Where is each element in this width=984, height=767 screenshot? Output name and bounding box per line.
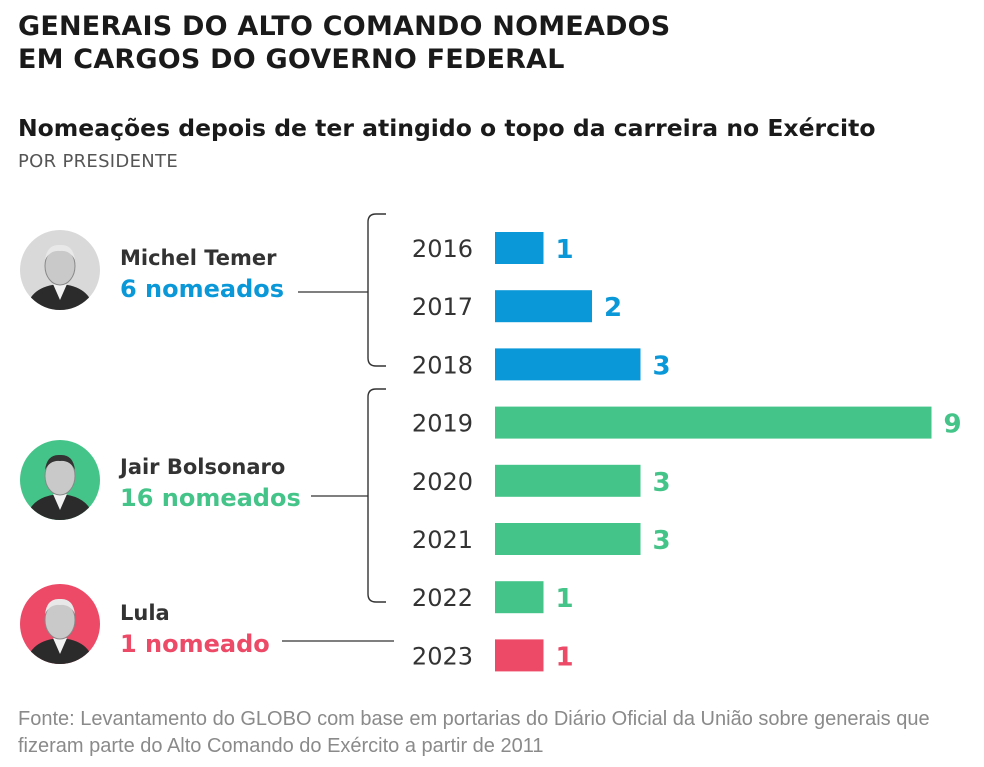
value-label-2023: 1 bbox=[556, 642, 574, 672]
bar-2018 bbox=[495, 348, 641, 381]
year-label-2021: 2021 bbox=[412, 526, 473, 554]
value-label-2017: 2 bbox=[604, 293, 622, 323]
portrait-3 bbox=[20, 584, 100, 664]
source-note: Fonte: Levantamento do GLOBO com base em… bbox=[18, 708, 930, 757]
year-label-2022: 2022 bbox=[412, 584, 473, 612]
bar-2022 bbox=[495, 581, 544, 614]
value-label-2022: 1 bbox=[556, 584, 574, 614]
bar-2019 bbox=[495, 406, 932, 439]
bar-2016 bbox=[495, 232, 544, 264]
president-name-1: Michel Temer bbox=[120, 246, 277, 270]
president-count-2: 16 nomeados bbox=[120, 484, 301, 512]
president-name-2: Jair Bolsonaro bbox=[118, 455, 285, 479]
year-label-2020: 2020 bbox=[412, 468, 473, 496]
president-count-1: 6 nomeados bbox=[120, 275, 284, 303]
shirt-shape bbox=[53, 638, 67, 654]
president-name-3: Lula bbox=[120, 601, 170, 625]
brackets bbox=[282, 213, 394, 642]
hair-shape bbox=[45, 244, 75, 260]
value-label-2018: 3 bbox=[653, 351, 671, 381]
bars: 2016 1 2017 2 2018 3 2019 9 2020 3 2021 3 2022 1 2023 1 bbox=[412, 232, 962, 672]
president-count-3: 1 nomeado bbox=[120, 630, 270, 658]
year-label-2016: 2016 bbox=[412, 235, 473, 263]
bar-2023 bbox=[495, 639, 544, 672]
shirt-shape bbox=[53, 284, 67, 300]
portraits bbox=[20, 230, 100, 664]
value-label-2016: 1 bbox=[556, 235, 574, 265]
hair-shape bbox=[45, 454, 75, 470]
bar-chart: Michel Temer 6 nomeados Jair Bolsonaro 16 n… bbox=[20, 213, 962, 672]
portrait-1 bbox=[20, 230, 100, 310]
year-label-2023: 2023 bbox=[412, 642, 473, 670]
value-label-2019: 9 bbox=[944, 410, 962, 440]
value-label-2020: 3 bbox=[653, 468, 671, 498]
bar-2017 bbox=[495, 290, 592, 323]
chart-title: GENERAIS DO ALTO COMANDO NOMEADOS EM CAR… bbox=[18, 10, 958, 76]
shirt-shape bbox=[53, 494, 67, 510]
chart-subsubtitle: POR PRESIDENTE bbox=[18, 151, 178, 172]
bar-2020 bbox=[495, 464, 641, 497]
bar-2021 bbox=[495, 523, 641, 555]
year-label-2017: 2017 bbox=[412, 293, 473, 321]
year-label-2018: 2018 bbox=[412, 351, 473, 379]
value-label-2021: 3 bbox=[653, 526, 671, 556]
title-line-2: EM CARGOS DO GOVERNO FEDERAL bbox=[18, 44, 565, 75]
bracket-2 bbox=[367, 388, 386, 603]
portrait-2 bbox=[20, 440, 100, 520]
title-line-1: GENERAIS DO ALTO COMANDO NOMEADOS bbox=[18, 11, 671, 42]
chart-subtitle: Nomeações depois de ter atingido o topo … bbox=[18, 114, 876, 142]
year-label-2019: 2019 bbox=[412, 410, 473, 438]
bracket-1 bbox=[367, 213, 386, 367]
hair-shape bbox=[45, 598, 75, 614]
president-labels: Michel Temer 6 nomeados Jair Bolsonaro 16 n… bbox=[118, 246, 301, 658]
